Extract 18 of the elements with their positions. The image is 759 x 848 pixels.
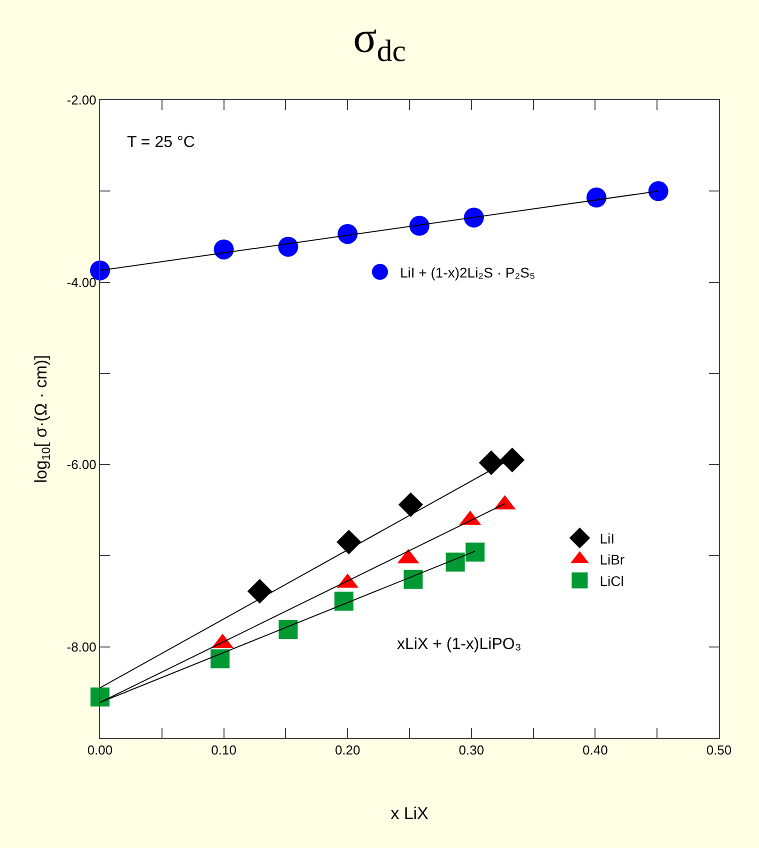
y-tick-label: -6.00	[66, 457, 96, 472]
y-tick-label: -8.00	[66, 639, 96, 654]
legend-label: LiI + (1-x)2Li₂S · P₂S₅	[400, 264, 536, 280]
x-tick-label: 0.30	[458, 742, 484, 758]
x-axis-title: x LiX	[390, 804, 428, 823]
annotation: xLiX + (1-x)LiPO₃	[397, 636, 522, 653]
x-tick-label: 0.10	[211, 742, 236, 758]
y-tick-label: -2.00	[66, 92, 96, 108]
legend-label: LiI	[600, 530, 614, 546]
x-tick-label: 0.50	[706, 742, 732, 758]
legend-label: LiBr	[600, 552, 625, 568]
y-tick-label: -4.00	[66, 274, 96, 290]
legend-label: LiCl	[600, 572, 624, 589]
chart-title: σ$_{dc}$	[353, 13, 406, 68]
annotation: T = 25 °C	[127, 134, 195, 151]
x-tick-label: 0.40	[582, 742, 608, 758]
x-tick-label: 0.20	[334, 742, 360, 758]
x-tick-label: 0.00	[87, 742, 113, 758]
